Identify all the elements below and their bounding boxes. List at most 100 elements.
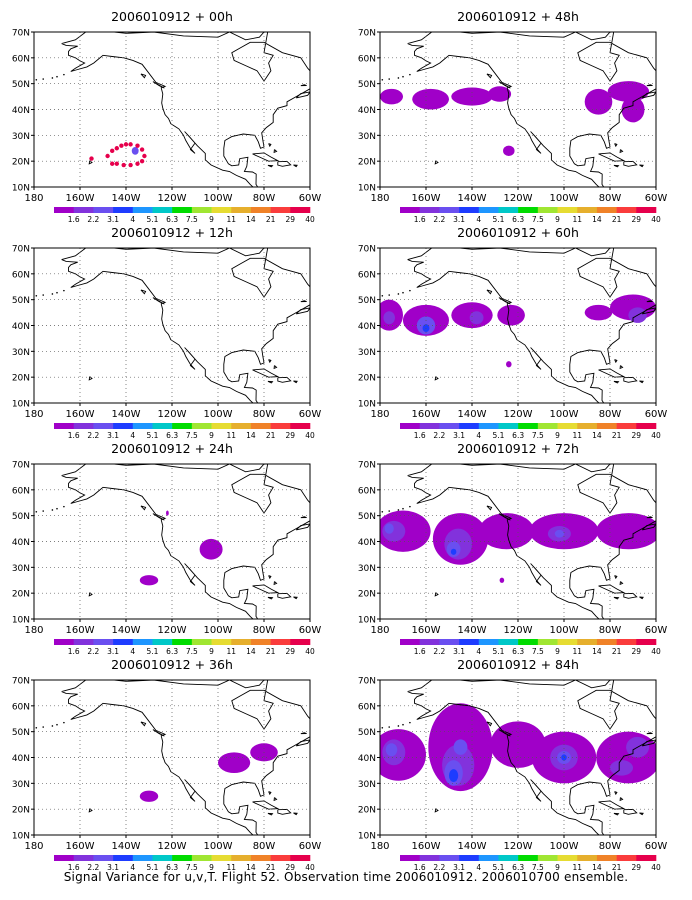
x-tick-label: 140W — [112, 625, 141, 636]
y-tick-label: 10N — [12, 184, 30, 194]
panel-content — [380, 248, 656, 403]
coastline-island — [277, 592, 292, 599]
aleutian-island — [409, 505, 411, 508]
colorbar-swatch — [616, 423, 637, 429]
panel-title: 2006010912 + 36h — [111, 657, 233, 672]
x-tick-label: 60W — [299, 409, 322, 420]
colorbar-label: 29 — [632, 215, 642, 224]
aleutian-island — [56, 507, 58, 510]
coastline-island — [498, 81, 511, 89]
colorbar-swatch — [113, 639, 134, 645]
colorbar-swatch — [231, 639, 252, 645]
observation-dot — [142, 153, 147, 159]
coastline-island — [598, 152, 626, 162]
aleutian-island — [51, 293, 54, 295]
observation-dot — [114, 161, 120, 166]
coastline-island — [295, 739, 310, 747]
coastline-island — [252, 152, 280, 162]
x-tick-label: 140W — [458, 841, 487, 852]
coastline-island — [646, 516, 653, 519]
y-tick-label: 20N — [12, 374, 30, 384]
y-tick-label: 40N — [358, 754, 376, 764]
y-tick-label: 20N — [12, 590, 30, 600]
coastline-island — [623, 376, 638, 383]
x-tick-label: 120W — [504, 625, 533, 636]
x-tick-label: 120W — [158, 625, 187, 636]
aleutian-island — [388, 294, 391, 296]
y-tick-label: 40N — [12, 322, 30, 332]
colorbar-swatch — [478, 855, 499, 861]
colorbar-label: 6.3 — [512, 215, 524, 224]
colorbar-swatch — [577, 207, 598, 213]
coastline-island — [88, 592, 93, 597]
colorbar-swatch — [172, 207, 193, 213]
y-tick-label: 40N — [12, 538, 30, 548]
coastline-island — [486, 289, 493, 295]
coastline-island — [498, 513, 511, 521]
coastline-island — [641, 523, 656, 531]
observation-dot — [119, 143, 124, 148]
colorbar-swatch — [439, 639, 460, 645]
colorbar-label: 3.1 — [453, 863, 465, 872]
aleutian-island — [397, 509, 400, 511]
coastline-island — [486, 505, 493, 511]
colorbar-label: 40 — [651, 431, 661, 440]
colorbar-label: 3.1 — [107, 215, 119, 224]
x-tick-label: 60W — [645, 625, 668, 636]
variance-blob — [584, 304, 613, 321]
colorbar-label: 5.1 — [492, 863, 504, 872]
colorbar-label: 9 — [209, 431, 214, 440]
panel-frame — [33, 247, 311, 404]
colorbar-swatch — [439, 855, 460, 861]
aleutian-island — [51, 77, 54, 79]
y-tick-label: 30N — [358, 132, 376, 142]
colorbar-swatch — [518, 639, 539, 645]
colorbar-label: 40 — [651, 647, 661, 656]
aleutian-island — [63, 721, 65, 724]
y-tick-label: 60N — [358, 270, 376, 280]
variance-blob — [139, 575, 159, 586]
variance-blob — [506, 361, 512, 368]
colorbar-label: 1.6 — [414, 431, 426, 440]
colorbar-label: 6.3 — [512, 863, 524, 872]
colorbar-swatch — [537, 639, 558, 645]
coastline-island — [152, 297, 165, 305]
observation-dot — [139, 158, 145, 164]
observation-dot — [139, 147, 145, 152]
colorbar-label: 2.2 — [87, 431, 99, 440]
x-tick-label: 80W — [253, 625, 276, 636]
aleutian-island — [42, 294, 44, 296]
colorbar-label: 40 — [651, 215, 661, 224]
coastline-island — [613, 596, 620, 600]
coastline-island — [657, 728, 673, 740]
colorbar-swatch — [211, 423, 232, 429]
coastline-island — [614, 791, 618, 796]
colorbar-swatch — [290, 855, 311, 861]
coastline-island — [300, 732, 307, 735]
colorbar-label: 6.3 — [166, 215, 178, 224]
coastline-island — [619, 581, 624, 586]
coastline-island — [646, 300, 653, 303]
colorbar-swatch — [636, 639, 657, 645]
aleutian-island — [409, 289, 411, 292]
x-tick-label: 120W — [158, 409, 187, 420]
y-tick-label: 10N — [358, 400, 376, 410]
y-tick-label: 10N — [12, 400, 30, 410]
coastline-island — [614, 359, 618, 364]
x-tick-label: 140W — [112, 841, 141, 852]
coastline-island — [646, 84, 653, 87]
aleutian-island — [388, 78, 391, 80]
colorbar-label: 2.2 — [433, 431, 445, 440]
colorbar-swatch — [290, 423, 311, 429]
variance-blob — [478, 513, 535, 550]
colorbar-swatch — [577, 423, 598, 429]
coastline-island — [657, 512, 673, 524]
y-tick-label: 70N — [12, 461, 30, 471]
aleutian-island — [381, 510, 384, 513]
y-tick-label: 40N — [12, 106, 30, 116]
colorbar-swatch — [270, 639, 291, 645]
coastline-island — [598, 368, 626, 378]
colorbar-swatch — [596, 639, 617, 645]
aleutian-island — [56, 723, 58, 726]
observation-dot — [135, 161, 140, 166]
